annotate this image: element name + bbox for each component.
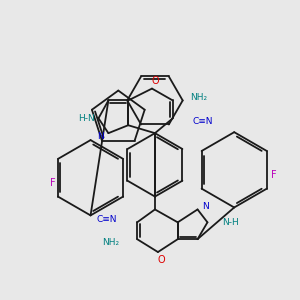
- Text: NH₂: NH₂: [190, 93, 208, 102]
- Text: H-N: H-N: [78, 114, 95, 123]
- Text: C≡N: C≡N: [193, 117, 213, 126]
- Text: NH₂: NH₂: [102, 238, 119, 247]
- Text: O: O: [157, 255, 165, 265]
- Text: F: F: [50, 178, 56, 188]
- Text: N: N: [97, 132, 104, 141]
- Text: C≡N: C≡N: [97, 215, 117, 224]
- Text: F: F: [271, 170, 277, 180]
- Text: N-H: N-H: [222, 218, 239, 227]
- Text: O: O: [151, 76, 159, 85]
- Text: N: N: [202, 202, 209, 211]
